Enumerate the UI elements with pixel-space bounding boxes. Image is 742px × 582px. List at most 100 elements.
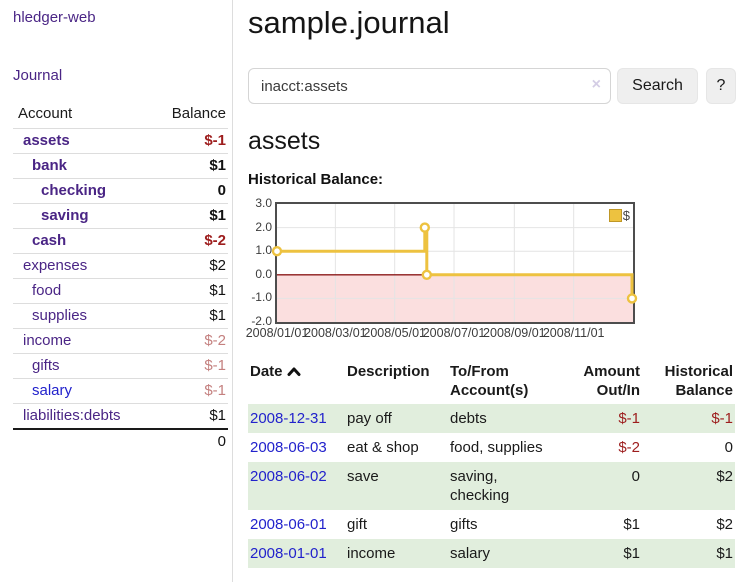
account-balance: $-2: [150, 228, 228, 254]
chart-x-axis: 2008/01/01 2008/03/01 2008/05/01 2008/07/01…: [246, 326, 633, 342]
y-tick-label: -2.0: [251, 314, 272, 328]
account-link-assets[interactable]: assets: [23, 132, 70, 149]
account-row-income: income $-2: [13, 328, 228, 354]
transaction-date-link[interactable]: 2008-06-02: [250, 468, 327, 485]
account-link-cash[interactable]: cash: [32, 232, 67, 249]
app-brand: hledger-web: [13, 9, 232, 27]
register-col-description: Description: [347, 363, 430, 380]
account-link-expenses[interactable]: expenses: [23, 257, 88, 274]
help-button[interactable]: ?: [706, 68, 736, 104]
transaction-amount: 0: [631, 468, 640, 485]
transaction-balance: $2: [716, 516, 733, 533]
sort-ascending-icon: [287, 363, 301, 382]
account-heading: assets: [248, 127, 321, 155]
transaction-description: pay off: [347, 410, 392, 427]
transaction-date-link[interactable]: 2008-06-03: [250, 439, 327, 456]
account-row-food: food $1: [13, 278, 228, 304]
account-row-bank: bank $1: [13, 153, 228, 179]
account-row-cash: cash $-2: [13, 228, 228, 254]
account-balance: $1: [150, 278, 228, 304]
account-balance: $-1: [150, 378, 228, 404]
x-tick-label: 2008/05/01: [363, 326, 426, 340]
transaction-row: 2008-12-31 pay off debts $-1 $-1: [248, 404, 735, 433]
accounts-table: Account Balance assets $-1 bank $1 check…: [13, 101, 228, 454]
chart-plot-area: $: [271, 202, 638, 324]
transaction-amount: $-1: [618, 410, 640, 427]
register-col-balance: Historical Balance: [664, 363, 733, 399]
transaction-date-link[interactable]: 2008-01-01: [250, 545, 327, 562]
account-link-liabilities-debts[interactable]: liabilities:debts: [23, 407, 121, 424]
transaction-date-link[interactable]: 2008-06-01: [250, 516, 327, 533]
transaction-accounts: saving, checking: [450, 468, 510, 504]
register-col-amount: Amount Out/In: [583, 363, 640, 399]
main-content: sample.journal × Search ? assets Histori…: [246, 0, 742, 582]
account-row-expenses: expenses $2: [13, 253, 228, 279]
y-tick-label: 0.0: [255, 266, 272, 281]
transaction-balance: 0: [724, 439, 733, 456]
x-tick-label: 2008/11/01: [542, 326, 605, 340]
account-balance: $-1: [150, 128, 228, 154]
accounts-total-value: 0: [150, 428, 228, 454]
account-link-food[interactable]: food: [32, 282, 62, 299]
account-row-gifts: gifts $-1: [13, 353, 228, 379]
sidebar-item-journal[interactable]: Journal: [13, 67, 63, 84]
transaction-balance: $1: [716, 545, 733, 562]
chart-canvas: [271, 204, 638, 322]
account-link-supplies[interactable]: supplies: [32, 307, 88, 324]
search-input[interactable]: [248, 68, 611, 104]
register-col-accounts: To/From Account(s): [450, 363, 529, 399]
transaction-accounts: debts: [450, 410, 487, 427]
transaction-description: gift: [347, 516, 368, 533]
sidebar: hledger-web Journal Account Balance asse…: [0, 0, 233, 582]
transaction-balance: $2: [716, 468, 733, 485]
y-tick-label: 3.0: [255, 196, 272, 210]
search-box: ×: [248, 68, 611, 104]
account-row-saving: saving $1: [13, 203, 228, 229]
account-row-assets: assets $-1: [13, 128, 228, 154]
transaction-date-link[interactable]: 2008-12-31: [250, 410, 327, 427]
account-row-salary: salary $-1: [13, 378, 228, 404]
account-link-income[interactable]: income: [23, 332, 72, 349]
account-row-supplies: supplies $1: [13, 303, 228, 329]
legend-swatch: [608, 209, 622, 222]
account-link-saving[interactable]: saving: [41, 207, 89, 224]
accounts-col-balance: Balance: [171, 105, 226, 122]
y-tick-label: 2.0: [255, 219, 272, 234]
chart-y-axis: 3.0 2.0 1.0 0.0 -1.0 -2.0: [248, 196, 272, 328]
brand-link[interactable]: hledger-web: [13, 9, 96, 26]
page-title: sample.journal: [248, 5, 450, 40]
register-col-date[interactable]: Date: [248, 358, 345, 404]
account-balance: $-1: [150, 353, 228, 379]
account-row-liabilities-debts: liabilities:debts $1: [13, 403, 228, 429]
account-link-gifts[interactable]: gifts: [32, 357, 60, 374]
transaction-amount: $-2: [618, 439, 640, 456]
y-tick-label: 1.0: [255, 243, 272, 258]
account-link-checking[interactable]: checking: [41, 182, 107, 199]
transaction-accounts: food, supplies: [450, 439, 543, 456]
register-header-row: Date Description To/From Account(s) Amou…: [248, 358, 735, 404]
account-link-bank[interactable]: bank: [32, 157, 68, 174]
transaction-amount: $1: [623, 516, 640, 533]
account-row-checking: checking 0: [13, 178, 228, 204]
search-bar: × Search ?: [248, 68, 742, 104]
account-balance: $2: [150, 253, 228, 279]
x-tick-label: 2008/01/01: [245, 326, 309, 340]
transaction-description: income: [347, 545, 396, 562]
y-tick-label: -1.0: [251, 290, 272, 305]
transaction-row: 2008-06-01 gift gifts $1 $2: [248, 510, 735, 539]
clear-search-icon[interactable]: ×: [591, 76, 601, 93]
x-tick-label: 2008/07/01: [422, 326, 486, 340]
search-button[interactable]: Search: [617, 68, 698, 104]
transaction-accounts: gifts: [450, 516, 478, 533]
x-tick-label: 2008/09/01: [483, 326, 546, 340]
transaction-row: 2008-01-01 income salary $1 $1: [248, 539, 735, 568]
account-balance: $1: [150, 153, 228, 179]
accounts-col-account: Account: [18, 105, 73, 122]
account-link-salary[interactable]: salary: [32, 382, 73, 399]
historical-balance-chart: 3.0 2.0 1.0 0.0 -1.0 -2.0 $ 2008/01/01 2008/03…: [246, 196, 742, 342]
accounts-total-row: 0: [13, 428, 228, 454]
transaction-description: eat & shop: [347, 439, 419, 456]
account-balance: 0: [150, 178, 228, 204]
accounts-header-row: Account Balance: [13, 101, 228, 129]
